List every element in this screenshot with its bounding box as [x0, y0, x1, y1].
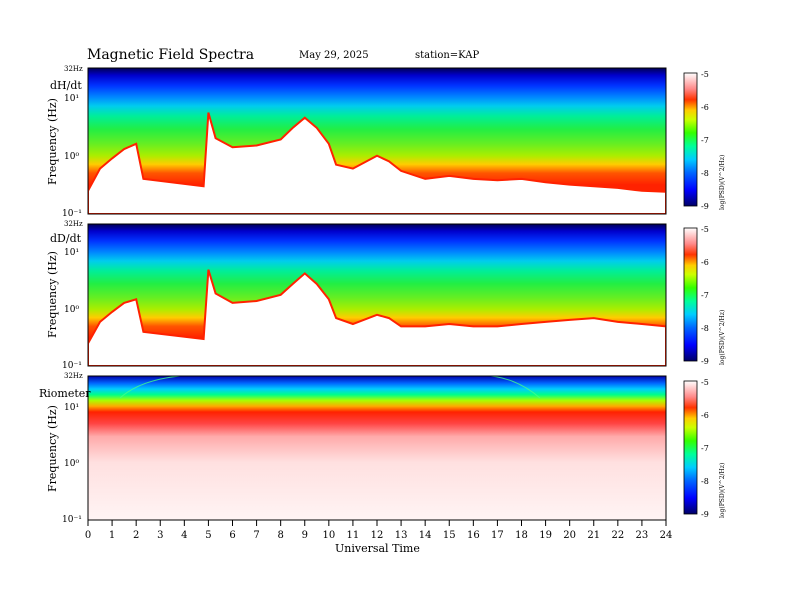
x-tick-label: 5 [205, 530, 211, 541]
top-frequency-label-dd: 32Hz [64, 220, 83, 228]
x-axis-label: Universal Time [335, 542, 420, 555]
x-tick-label: 9 [302, 530, 308, 541]
spectrogram-panel-dh: dH/dt 32Hz 10¹ 10⁰ 10⁻¹ Frequency (Hz) [46, 65, 667, 219]
colorbar-label-dh: log(PSD)(V^2/Hz) [719, 155, 726, 210]
x-tick-label: 6 [229, 530, 235, 541]
x-tick-label: 16 [467, 530, 480, 541]
quiet-region-dd [88, 269, 666, 366]
panel-label-dd: dD/dt [50, 232, 82, 245]
y-tick-1-dh: 10⁰ [64, 152, 79, 162]
x-tick-label: 18 [515, 530, 528, 541]
x-tick-label: 23 [636, 530, 649, 541]
colorbar-tick-riometer-m8: -8 [701, 477, 709, 486]
colorbar-tick-riometer-m7: -7 [701, 444, 709, 453]
x-tick-label: 15 [443, 530, 456, 541]
panel-label-dh: dH/dt [50, 79, 82, 92]
y-axis-label-riometer: Frequency (Hz) [46, 405, 59, 492]
x-tick-label: 20 [563, 530, 576, 541]
x-tick-label: 19 [539, 530, 552, 541]
band-edge-line-riometer [119, 376, 541, 399]
x-tick-label: 2 [133, 530, 139, 541]
x-tick-label: 1 [109, 530, 115, 541]
colorbar-tick-dh-m7: -7 [701, 136, 709, 145]
colorbar-tick-dd-m8: -8 [701, 324, 709, 333]
colorbar-tick-dh-m6: -6 [701, 103, 709, 112]
colorbar-tick-riometer-m5: -5 [701, 378, 709, 387]
x-axis: 0 1 2 3 4 5 6 7 8 9 10 11 12 13 14 15 16 17 18 19 20 21 22 23 24 [85, 520, 673, 541]
x-tick-label: 17 [491, 530, 504, 541]
top-frequency-label-dh: 32Hz [64, 65, 83, 73]
x-tick-label: 24 [660, 530, 673, 541]
colorbar-tick-dd-m5: -5 [701, 225, 709, 234]
colorbar-gradient-dd [683, 227, 698, 362]
colorbar-label-dd: log(PSD)(V^2/Hz) [719, 310, 726, 365]
colorbar-tick-dd-m7: -7 [701, 291, 709, 300]
x-tick-label: 7 [253, 530, 259, 541]
top-frequency-label-riometer: 32Hz [64, 372, 83, 380]
colorbar-riometer: -5 -6 -7 -8 -9 log(PSD)(V^2/Hz) [683, 378, 726, 519]
colorbar-dd: -5 -6 -7 -8 -9 log(PSD)(V^2/Hz) [683, 225, 726, 366]
x-tick-label: 4 [181, 530, 187, 541]
colorbar-tick-dd-m6: -6 [701, 258, 709, 267]
spectrogram-panel-dd: dD/dt 32Hz 10¹ 10⁰ 10⁻¹ Frequency (Hz) [46, 220, 667, 371]
panel-label-riometer: Riometer [39, 387, 91, 400]
x-tick-label: 22 [611, 530, 624, 541]
x-tick-label: 12 [371, 530, 384, 541]
quiet-region-dh [88, 112, 666, 214]
colorbar-tick-riometer-m9: -9 [701, 510, 709, 519]
y-tick-1-dd: 10⁰ [64, 305, 79, 315]
y-axis-label-dh: Frequency (Hz) [46, 98, 59, 185]
x-tick-label: 11 [347, 530, 360, 541]
colorbar-gradient-riometer [683, 380, 698, 515]
y-tick-1-riometer: 10⁰ [64, 459, 79, 469]
y-tick-10-dd: 10¹ [64, 248, 79, 258]
colorbar-tick-dd-m9: -9 [701, 357, 709, 366]
spectrogram-panel-riometer: Riometer 32Hz 10¹ 10⁰ 10⁻¹ Frequency (Hz… [39, 372, 667, 525]
x-tick-label: 14 [419, 530, 432, 541]
plot-frame-dh [87, 67, 667, 215]
colorbar-gradient-dh [683, 72, 698, 207]
y-tick-01-riometer: 10⁻¹ [62, 515, 82, 525]
colorbar-dh: -5 -6 -7 -8 -9 log(PSD)(V^2/Hz) [683, 70, 726, 211]
x-tick-label: 10 [322, 530, 335, 541]
y-tick-01-dd: 10⁻¹ [62, 361, 82, 371]
x-tick-label: 0 [85, 530, 91, 541]
spectrum-fill-riometer [88, 376, 666, 520]
colorbar-tick-riometer-m6: -6 [701, 411, 709, 420]
plot-frame-dd [87, 223, 667, 367]
figure-title: Magnetic Field Spectra [87, 47, 254, 63]
y-tick-10-riometer: 10¹ [64, 403, 79, 413]
x-tick-label: 3 [157, 530, 163, 541]
y-tick-01-dh: 10⁻¹ [62, 209, 82, 219]
colorbar-tick-dh-m5: -5 [701, 70, 709, 79]
x-tick-label: 21 [587, 530, 600, 541]
x-tick-label: 8 [277, 530, 283, 541]
colorbar-tick-dh-m9: -9 [701, 202, 709, 211]
y-tick-10-dh: 10¹ [64, 94, 79, 104]
y-axis-label-dd: Frequency (Hz) [46, 251, 59, 338]
colorbar-tick-dh-m8: -8 [701, 169, 709, 178]
station-label: station=KAP [415, 50, 479, 61]
date-label: May 29, 2025 [299, 50, 369, 61]
colorbar-label-riometer: log(PSD)(V^2/Hz) [719, 463, 726, 518]
x-tick-label: 13 [395, 530, 408, 541]
